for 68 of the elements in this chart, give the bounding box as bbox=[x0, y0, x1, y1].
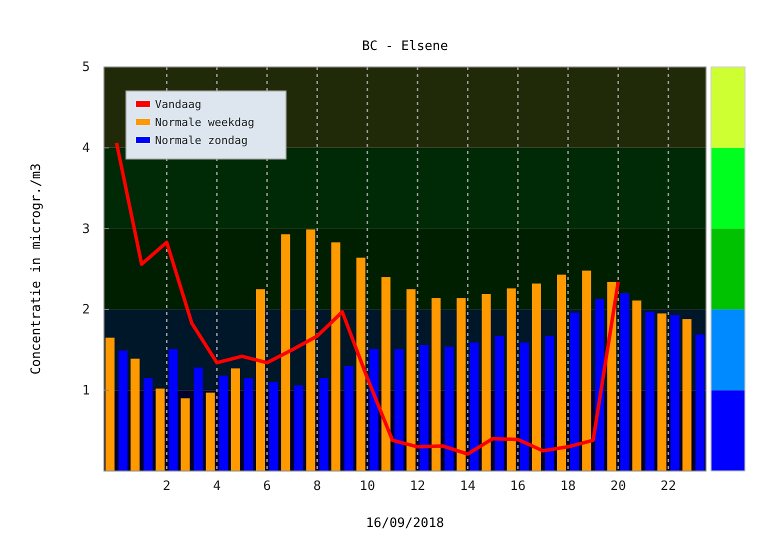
bar bbox=[144, 378, 153, 471]
x-tick-label: 14 bbox=[460, 479, 476, 494]
bar bbox=[456, 298, 466, 471]
bar bbox=[294, 385, 304, 471]
bar bbox=[331, 242, 340, 471]
bar bbox=[406, 289, 416, 471]
bar bbox=[168, 348, 178, 471]
bar bbox=[269, 382, 278, 471]
bar bbox=[130, 358, 140, 471]
bar bbox=[620, 293, 630, 471]
bar bbox=[695, 334, 704, 471]
bar bbox=[570, 312, 580, 471]
x-tick-label: 4 bbox=[212, 479, 221, 494]
bar bbox=[118, 350, 128, 471]
bar bbox=[369, 348, 378, 471]
bar bbox=[156, 388, 165, 471]
bar bbox=[582, 270, 592, 471]
y-tick-label: 5 bbox=[82, 60, 90, 76]
legend-label: Vandaag bbox=[155, 98, 202, 111]
bar bbox=[306, 229, 316, 471]
bar bbox=[470, 342, 479, 471]
bar bbox=[194, 368, 203, 471]
bar bbox=[645, 312, 654, 471]
y-tick-label: 2 bbox=[82, 302, 90, 318]
bar bbox=[206, 392, 215, 471]
bar bbox=[432, 298, 441, 471]
x-tick-label: 12 bbox=[410, 479, 426, 494]
bar bbox=[632, 300, 642, 471]
x-tick-label: 8 bbox=[313, 479, 322, 494]
bar bbox=[180, 398, 190, 471]
y-axis-title: Concentratie in microgr./m3 bbox=[29, 163, 44, 375]
bar bbox=[544, 336, 554, 471]
bar bbox=[394, 348, 404, 471]
y-tick-label: 4 bbox=[82, 140, 90, 156]
bar bbox=[506, 288, 516, 471]
x-tick-label: 6 bbox=[263, 479, 271, 494]
bar bbox=[381, 277, 390, 471]
chart-title: BC - Elsene bbox=[362, 39, 448, 54]
x-tick-label: 20 bbox=[610, 479, 626, 494]
y-tick-label: 3 bbox=[82, 222, 90, 237]
bar bbox=[344, 366, 354, 471]
bar bbox=[532, 284, 541, 471]
x-tick-label: 10 bbox=[360, 479, 376, 494]
bar bbox=[256, 289, 266, 471]
legend-label: Normale weekdag bbox=[155, 116, 254, 129]
bar bbox=[244, 378, 253, 471]
bar bbox=[218, 376, 228, 471]
bar bbox=[520, 342, 529, 471]
x-tick-label: 2 bbox=[162, 479, 171, 494]
bar bbox=[356, 258, 366, 471]
bar bbox=[494, 336, 504, 471]
bar bbox=[444, 346, 454, 471]
bar bbox=[482, 294, 491, 471]
bar bbox=[420, 344, 429, 471]
bar bbox=[230, 368, 240, 471]
x-tick-label: 16 bbox=[510, 479, 526, 494]
legend-label: Normale zondag bbox=[155, 134, 248, 147]
x-axis-title: 16/09/2018 bbox=[366, 516, 444, 531]
bar bbox=[319, 378, 328, 471]
bar bbox=[657, 313, 666, 471]
y-tick-label: 1 bbox=[82, 383, 90, 398]
bar bbox=[557, 274, 566, 471]
bar bbox=[281, 234, 290, 471]
bar bbox=[106, 338, 115, 471]
bar bbox=[682, 319, 692, 471]
bar bbox=[670, 315, 680, 471]
x-tick-label: 18 bbox=[560, 479, 576, 494]
x-tick-label: 22 bbox=[660, 479, 676, 494]
